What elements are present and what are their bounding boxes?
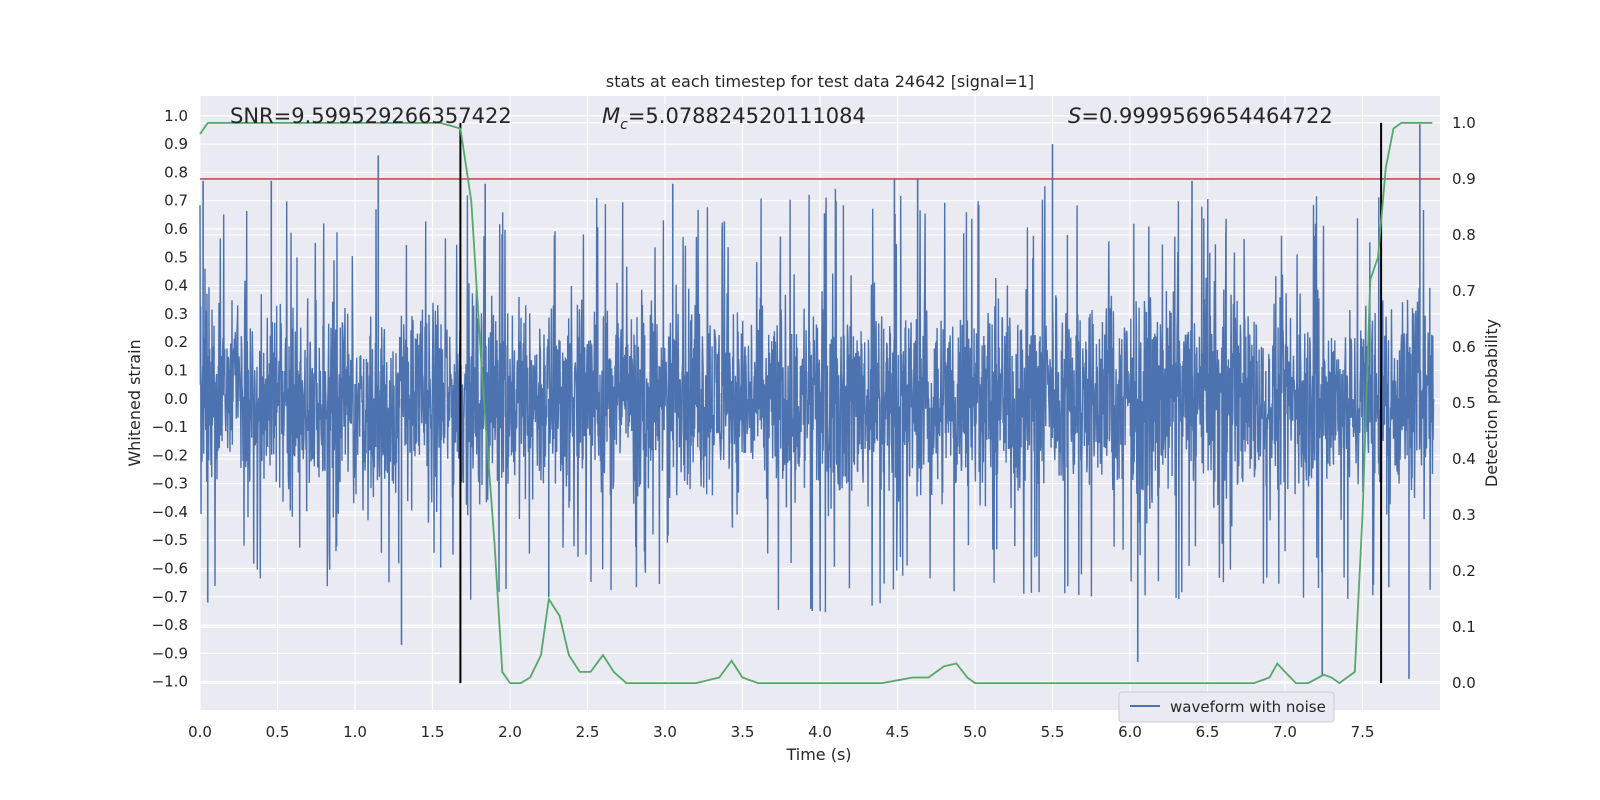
chirp-mass-subscript: c [620, 117, 628, 133]
x-tick-label: 6.0 [1118, 723, 1142, 741]
y2-tick-label: 0.8 [1452, 226, 1476, 244]
y-tick-label: −0.8 [152, 616, 188, 634]
x-tick-label: 2.0 [498, 723, 522, 741]
x-tick-label: 4.5 [886, 723, 910, 741]
y-tick-label: −0.7 [152, 588, 188, 606]
chirp-mass-annotation: Mc=5.078824520111084 [602, 104, 866, 133]
y2-axis-label: Detection probability [1482, 319, 1501, 487]
x-tick-label: 5.5 [1041, 723, 1065, 741]
y-tick-label: 0.3 [164, 305, 188, 323]
score-value: =0.9999569654464722 [1081, 104, 1332, 128]
y2-tick-label: 0.5 [1452, 394, 1476, 412]
y2-tick-label: 0.9 [1452, 170, 1476, 188]
y-tick-label: −0.6 [152, 560, 188, 578]
x-tick-label: 5.0 [963, 723, 987, 741]
x-tick-label: 2.5 [576, 723, 600, 741]
x-tick-label: 0.5 [266, 723, 290, 741]
y2-tick-label: 0.0 [1452, 674, 1476, 692]
y2-tick-label: 0.6 [1452, 338, 1476, 356]
y-tick-label: −0.1 [152, 418, 188, 436]
y-tick-label: 0.8 [164, 163, 188, 181]
y2-tick-label: 0.1 [1452, 618, 1476, 636]
x-tick-label: 7.5 [1351, 723, 1375, 741]
x-tick-label: 4.0 [808, 723, 832, 741]
legend: waveform with noise [1118, 691, 1335, 723]
chirp-mass-symbol: M [602, 104, 620, 128]
y2-tick-label: 1.0 [1452, 114, 1476, 132]
score-annotation: S=0.9999569654464722 [1068, 104, 1333, 128]
x-tick-label: 0.0 [188, 723, 212, 741]
y-tick-label: 0.0 [164, 390, 188, 408]
y2-tick-label: 0.2 [1452, 562, 1476, 580]
chart-title: stats at each timestep for test data 246… [606, 72, 1034, 91]
y-tick-label: −0.3 [152, 475, 188, 493]
x-tick-label: 7.0 [1273, 723, 1297, 741]
y-tick-label: 0.1 [164, 361, 188, 379]
y-tick-label: 0.7 [164, 192, 188, 210]
legend-box [1118, 691, 1335, 723]
y2-tick-label: 0.7 [1452, 282, 1476, 300]
legend-label: waveform with noise [1170, 698, 1326, 716]
snr-annotation: SNR=9.599529266357422 [230, 104, 512, 128]
score-symbol: S [1068, 104, 1081, 128]
y-tick-label: −0.2 [152, 446, 188, 464]
y-tick-label: 0.4 [164, 277, 188, 295]
y-tick-label: 0.6 [164, 220, 188, 238]
y-axis-label: Whitened strain [125, 339, 144, 466]
x-axis-label: Time (s) [785, 745, 851, 764]
y-tick-label: 0.5 [164, 248, 188, 266]
chirp-mass-value: =5.078824520111084 [628, 104, 866, 128]
series-detection-probability [199, 122, 1433, 685]
x-tick-label: 1.5 [421, 723, 445, 741]
y-tick-label: 0.2 [164, 333, 188, 351]
y2-tick-label: 0.3 [1452, 506, 1476, 524]
series-waveform-with-noise [199, 186, 1435, 613]
y-tick-label: −0.9 [152, 644, 188, 662]
x-tick-label: 6.5 [1196, 723, 1220, 741]
y-tick-label: 0.9 [164, 135, 188, 153]
y-tick-label: 1.0 [164, 107, 188, 125]
y2-tick-label: 0.4 [1452, 450, 1476, 468]
x-tick-label: 1.0 [343, 723, 367, 741]
y-tick-label: −1.0 [152, 673, 188, 691]
y-tick-label: −0.5 [152, 531, 188, 549]
x-tick-label: 3.0 [653, 723, 677, 741]
x-tick-label: 3.5 [731, 723, 755, 741]
y-tick-label: −0.4 [152, 503, 188, 521]
